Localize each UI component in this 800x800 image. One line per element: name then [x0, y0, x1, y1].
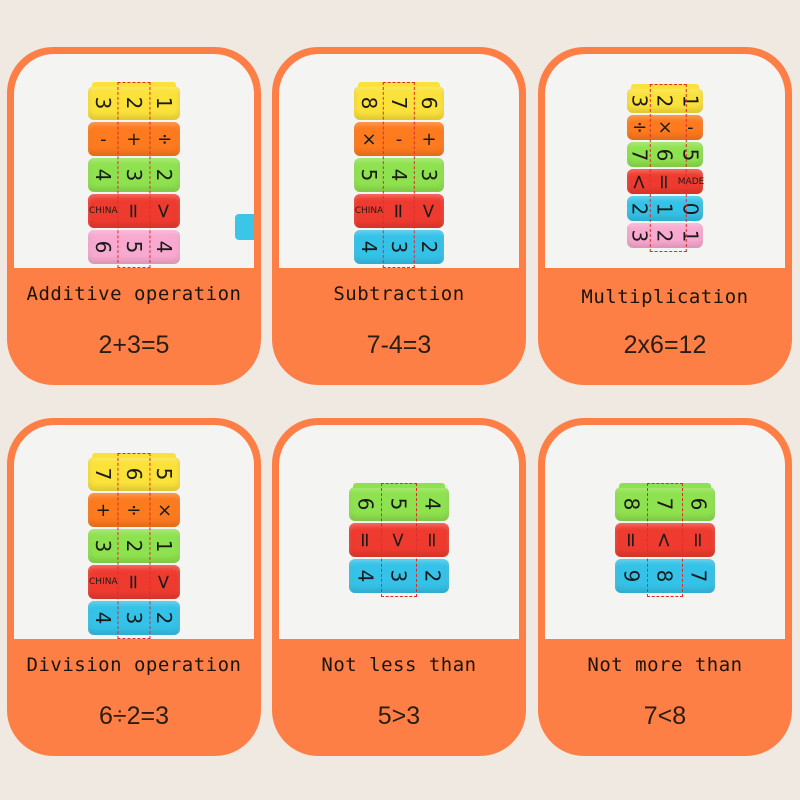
ring-orange: + ÷ ×: [88, 493, 180, 527]
loose-ring-piece: [235, 214, 254, 240]
operation-equation: 2+3=5: [98, 331, 170, 359]
operation-equation: 7<8: [643, 702, 687, 730]
ring-red: CHINA = >: [88, 565, 180, 599]
ring-orange: ÷ × -: [627, 115, 703, 140]
operation-label: Additive operation: [26, 283, 242, 305]
ring-red: < = MADE: [627, 169, 704, 194]
operation-label: Division operation: [26, 654, 242, 676]
ring-red: CHINA = >: [88, 194, 180, 228]
operation-equation: 7-4=3: [366, 331, 432, 359]
operation-label: Not less than: [321, 654, 477, 676]
operation-label: Not more than: [587, 654, 743, 676]
ring-red: = > =: [349, 523, 449, 557]
operation-label: Multiplication: [581, 286, 749, 308]
ring-red: CHINA = >: [354, 194, 444, 228]
ring-red: = < =: [615, 523, 715, 557]
ring-orange: - + ÷: [88, 122, 180, 156]
ring-orange: × - +: [354, 122, 444, 156]
operation-equation: 2x6=12: [623, 331, 707, 359]
operation-label: Subtraction: [333, 283, 465, 305]
operation-equation: 5>3: [377, 702, 421, 730]
operation-equation: 6÷2=3: [98, 702, 170, 730]
